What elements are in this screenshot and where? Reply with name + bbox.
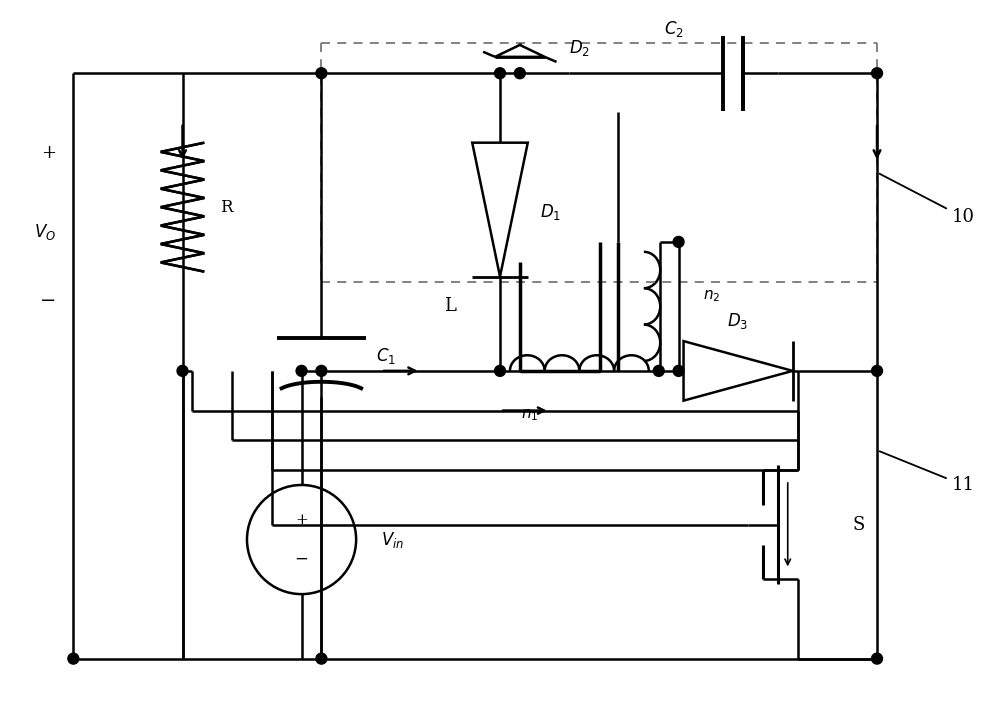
Polygon shape xyxy=(472,143,528,277)
Polygon shape xyxy=(495,45,545,57)
Text: 11: 11 xyxy=(880,451,974,494)
Polygon shape xyxy=(684,341,793,400)
Text: $D_3$: $D_3$ xyxy=(727,311,749,331)
Text: $C_1$: $C_1$ xyxy=(376,346,396,366)
Circle shape xyxy=(316,365,327,376)
Circle shape xyxy=(177,365,188,376)
Circle shape xyxy=(653,365,664,376)
Circle shape xyxy=(514,68,525,79)
Text: +: + xyxy=(41,144,56,161)
Circle shape xyxy=(316,68,327,79)
Text: $D_2$: $D_2$ xyxy=(569,38,591,58)
Text: $V_{in}$: $V_{in}$ xyxy=(381,530,404,550)
Text: −: − xyxy=(295,551,309,568)
Circle shape xyxy=(872,653,882,664)
Text: $V_O$: $V_O$ xyxy=(34,222,56,242)
Circle shape xyxy=(673,365,684,376)
Text: S: S xyxy=(852,515,865,534)
Text: R: R xyxy=(220,198,233,215)
Circle shape xyxy=(296,365,307,376)
Circle shape xyxy=(316,653,327,664)
Circle shape xyxy=(673,237,684,247)
Text: −: − xyxy=(40,292,57,311)
Text: $D_1$: $D_1$ xyxy=(540,202,561,222)
Text: $C_2$: $C_2$ xyxy=(664,18,684,38)
Circle shape xyxy=(495,365,505,376)
Text: 10: 10 xyxy=(879,173,974,226)
Circle shape xyxy=(872,68,882,79)
Circle shape xyxy=(495,68,505,79)
Text: $n_2$: $n_2$ xyxy=(703,289,721,304)
Text: +: + xyxy=(295,513,308,527)
Text: L: L xyxy=(444,297,456,316)
Text: $n_1$: $n_1$ xyxy=(521,407,538,423)
Circle shape xyxy=(872,365,882,376)
Circle shape xyxy=(68,653,79,664)
